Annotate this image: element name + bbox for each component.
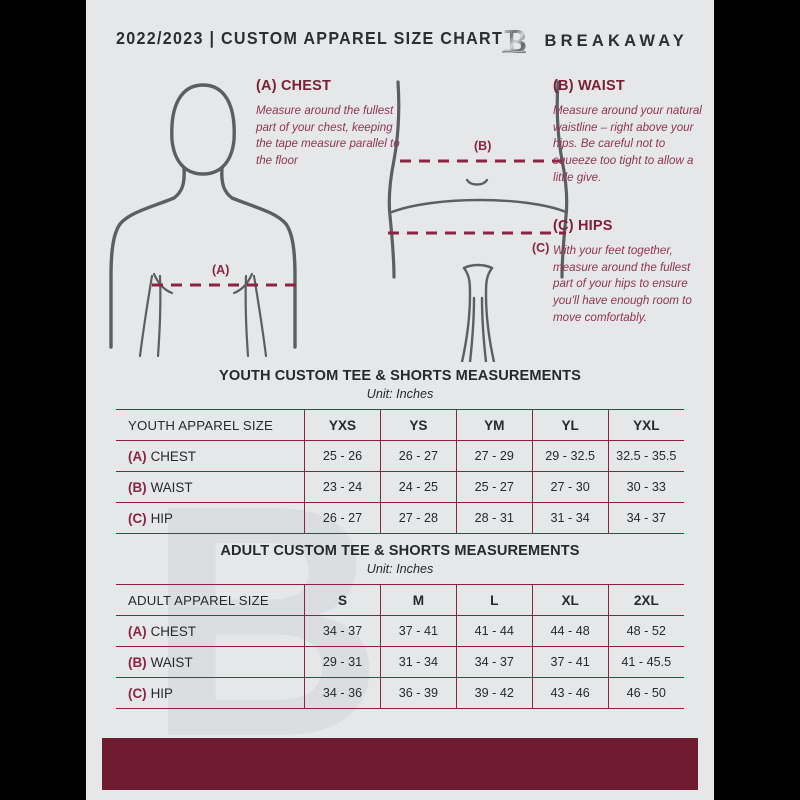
- adult-row-label-waist: (B) WAIST: [116, 646, 305, 678]
- adult-size-col-3: XL: [531, 584, 609, 616]
- table-row: (C) HIP 26 - 27 27 - 28 28 - 31 31 - 34 3…: [116, 502, 684, 534]
- breakaway-b-logo-icon: [502, 29, 527, 53]
- youth-row-label-hip: (C) HIP: [116, 502, 305, 534]
- chest-line-label: (A): [212, 263, 229, 277]
- adult-size-col-0: S: [304, 584, 381, 616]
- youth-waist-yxl: 30 - 33: [607, 471, 684, 503]
- torso-front-upper-body-figure: (A): [108, 72, 298, 362]
- youth-hip-yxl: 34 - 37: [607, 502, 684, 534]
- adult-apparel-size-header: ADULT APPAREL SIZE: [116, 584, 305, 616]
- hips-line-label: (C): [532, 241, 549, 255]
- callout-chest-title: (A) CHEST: [256, 78, 332, 94]
- youth-hip-ym: 28 - 31: [455, 502, 533, 534]
- waist-line-label: (B): [474, 139, 491, 153]
- adult-size-col-4: 2XL: [607, 584, 684, 616]
- measurement-illustration: (A): [86, 62, 714, 362]
- torso-front-lower-body-figure: (B) (C): [386, 72, 576, 362]
- youth-apparel-size-header: YOUTH APPAREL SIZE: [116, 409, 305, 441]
- callout-waist-title: (B) WAIST: [553, 78, 625, 94]
- row-tag-b: (B): [128, 479, 147, 495]
- document-sheet: B 2022/2023 | CUSTOM APPAREL SIZE CHART: [86, 0, 714, 800]
- youth-size-col-2: YM: [455, 409, 533, 441]
- row-tag-c: (C): [128, 685, 147, 701]
- callout-waist-body: Measure around your natural waistline – …: [553, 104, 702, 184]
- youth-chest-yxs: 25 - 26: [304, 440, 381, 472]
- youth-hip-ys: 27 - 28: [379, 502, 457, 534]
- callout-chest-body: Measure around the fullest part of your …: [256, 104, 400, 168]
- youth-size-col-4: YXL: [607, 409, 684, 441]
- adult-chest-xl: 44 - 48: [531, 615, 609, 647]
- youth-size-col-1: YS: [379, 409, 457, 441]
- adult-size-table: ADULT APPAREL SIZE S M L XL 2XL (A) CHEST…: [116, 584, 684, 709]
- adult-hip-m: 36 - 39: [379, 677, 457, 709]
- adult-waist-xl: 37 - 41: [531, 646, 609, 678]
- adult-row-label-hip: (C) HIP: [116, 677, 305, 709]
- youth-chest-yl: 29 - 32.5: [531, 440, 609, 472]
- row-tag-c: (C): [128, 510, 147, 526]
- adult-hip-2xl: 46 - 50: [607, 677, 684, 709]
- youth-size-col-0: YXS: [304, 409, 381, 441]
- youth-hip-yxs: 26 - 27: [304, 502, 381, 534]
- adult-waist-l: 34 - 37: [455, 646, 533, 678]
- brand-name: BREAKAWAY: [544, 31, 688, 50]
- adult-chest-s: 34 - 37: [304, 615, 381, 647]
- youth-waist-ys: 24 - 25: [379, 471, 457, 503]
- callout-hips: (C) HIPS With your feet together, measur…: [553, 218, 705, 326]
- adult-row-label-chest: (A) CHEST: [116, 615, 305, 647]
- table-row: (C) HIP 34 - 36 36 - 39 39 - 42 43 - 46 4…: [116, 677, 684, 709]
- youth-table-title: YOUTH CUSTOM TEE & SHORTS MEASUREMENTS: [219, 368, 581, 384]
- table-header-row: ADULT APPAREL SIZE S M L XL 2XL: [116, 584, 684, 616]
- youth-waist-yxs: 23 - 24: [304, 471, 381, 503]
- adult-waist-m: 31 - 34: [379, 646, 457, 678]
- table-row: (B) WAIST 29 - 31 31 - 34 34 - 37 37 - 41…: [116, 646, 684, 678]
- adult-chest-m: 37 - 41: [379, 615, 457, 647]
- header: 2022/2023 | CUSTOM APPAREL SIZE CHART: [86, 26, 714, 62]
- table-row: (A) CHEST 34 - 37 37 - 41 41 - 44 44 - 48…: [116, 615, 684, 647]
- youth-table-unit: Unit: Inches: [366, 387, 434, 401]
- youth-hip-yl: 31 - 34: [531, 502, 609, 534]
- row-name-hip: HIP: [150, 685, 173, 701]
- callout-waist: (B) WAIST Measure around your natural wa…: [553, 78, 705, 186]
- table-header-row: YOUTH APPAREL SIZE YXS YS YM YL YXL: [116, 409, 684, 441]
- adult-table-unit: Unit: Inches: [366, 562, 434, 576]
- row-name-waist: WAIST: [150, 479, 193, 495]
- youth-size-col-3: YL: [531, 409, 609, 441]
- row-tag-a: (A): [128, 448, 147, 464]
- footer-accent-bar: [102, 738, 698, 790]
- row-name-waist: WAIST: [150, 654, 193, 670]
- adult-hip-s: 34 - 36: [304, 677, 381, 709]
- row-name-hip: HIP: [150, 510, 173, 526]
- brand-block: BREAKAWAY: [497, 24, 688, 58]
- youth-waist-yl: 27 - 30: [531, 471, 609, 503]
- adult-table-title: ADULT CUSTOM TEE & SHORTS MEASUREMENTS: [220, 543, 580, 559]
- youth-row-label-chest: (A) CHEST: [116, 440, 305, 472]
- youth-waist-ym: 25 - 27: [455, 471, 533, 503]
- callout-hips-body: With your feet together, measure around …: [553, 244, 692, 324]
- adult-waist-2xl: 41 - 45.5: [607, 646, 684, 678]
- row-tag-a: (A): [128, 623, 147, 639]
- adult-hip-l: 39 - 42: [455, 677, 533, 709]
- adult-waist-s: 29 - 31: [304, 646, 381, 678]
- youth-size-table-block: YOUTH CUSTOM TEE & SHORTS MEASUREMENTS U…: [116, 368, 684, 534]
- table-row: (A) CHEST 25 - 26 26 - 27 27 - 29 29 - 32…: [116, 440, 684, 472]
- adult-size-col-1: M: [379, 584, 457, 616]
- youth-chest-yxl: 32.5 - 35.5: [607, 440, 684, 472]
- row-name-chest: CHEST: [150, 448, 196, 464]
- adult-size-table-block: ADULT CUSTOM TEE & SHORTS MEASUREMENTS U…: [116, 543, 684, 709]
- adult-chest-2xl: 48 - 52: [607, 615, 684, 647]
- youth-size-table: YOUTH APPAREL SIZE YXS YS YM YL YXL (A) C…: [116, 409, 684, 534]
- adult-chest-l: 41 - 44: [455, 615, 533, 647]
- page-title: 2022/2023 | CUSTOM APPAREL SIZE CHART: [116, 28, 504, 48]
- table-row: (B) WAIST 23 - 24 24 - 25 25 - 27 27 - 30…: [116, 471, 684, 503]
- adult-size-col-2: L: [455, 584, 533, 616]
- row-name-chest: CHEST: [150, 623, 196, 639]
- youth-chest-ym: 27 - 29: [455, 440, 533, 472]
- adult-hip-xl: 43 - 46: [531, 677, 609, 709]
- callout-chest: (A) CHEST Measure around the fullest par…: [256, 78, 406, 170]
- youth-chest-ys: 26 - 27: [379, 440, 457, 472]
- youth-row-label-waist: (B) WAIST: [116, 471, 305, 503]
- callout-hips-title: (C) HIPS: [553, 218, 613, 234]
- row-tag-b: (B): [128, 654, 147, 670]
